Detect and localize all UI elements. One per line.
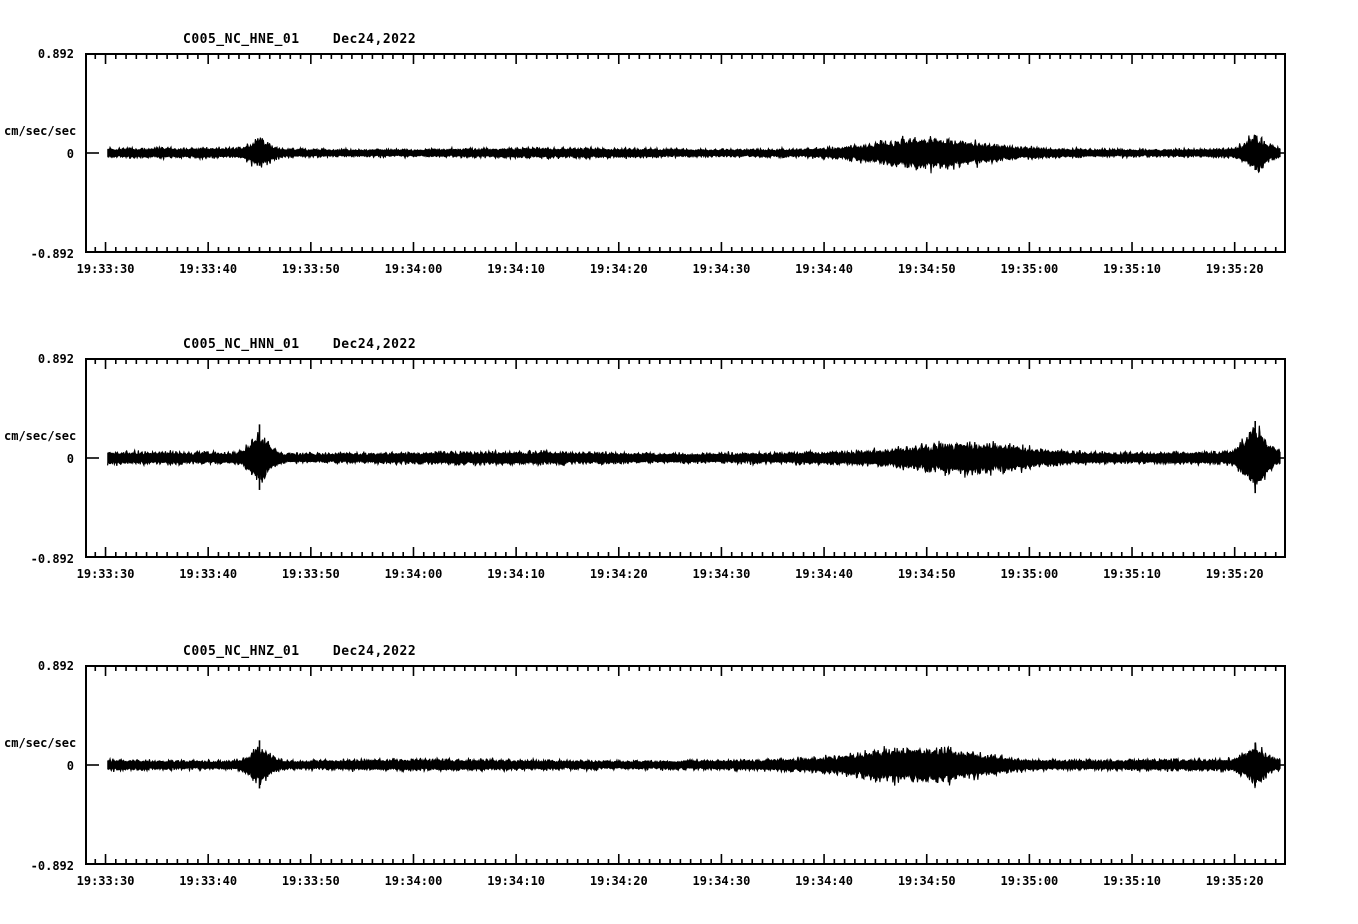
- waveform-panel-hnn: C005_NC_HNN_01 Dec24,2022 0.892 cm/sec/s…: [0, 305, 1358, 605]
- x-axis-tick-label: 19:34:10: [487, 567, 546, 581]
- x-axis-tick-label: 19:35:20: [1205, 874, 1264, 888]
- x-axis-tick-label: 19:35:10: [1103, 262, 1161, 276]
- y-axis-unit-label: cm/sec/sec: [4, 124, 77, 138]
- x-axis-tick-label: 19:35:00: [1000, 874, 1059, 888]
- y-axis-tick-zero: 0: [66, 147, 74, 161]
- x-axis-tick-label: 19:34:30: [692, 874, 751, 888]
- panel-title: C005_NC_HNE_01 Dec24,2022: [183, 32, 417, 47]
- x-axis-tick-label: 19:35:20: [1205, 262, 1264, 276]
- y-axis-tick-max: 0.892: [37, 47, 74, 61]
- y-axis-tick-min: -0.892: [30, 859, 74, 873]
- x-axis-tick-label: 19:33:50: [281, 874, 340, 888]
- x-axis-tick-label: 19:34:50: [897, 874, 956, 888]
- x-axis-tick-label: 19:34:10: [487, 874, 546, 888]
- x-axis-tick-label: 19:34:40: [795, 567, 853, 581]
- x-axis-tick-label: 19:35:10: [1103, 874, 1161, 888]
- x-axis-tick-label: 19:34:30: [692, 262, 751, 276]
- x-axis-tick-label: 19:34:20: [589, 262, 648, 276]
- x-axis-tick-label: 19:34:00: [384, 262, 443, 276]
- panel-title: C005_NC_HNN_01 Dec24,2022: [183, 337, 417, 352]
- x-axis-tick-label: 19:34:20: [589, 567, 648, 581]
- y-axis-tick-min: -0.892: [30, 247, 74, 261]
- axis-ticks: [85, 665, 1286, 865]
- axis-ticks: [85, 53, 1286, 253]
- x-axis-tick-label: 19:35:20: [1205, 567, 1264, 581]
- x-axis-tick-label: 19:33:30: [76, 262, 135, 276]
- axis-ticks: [85, 358, 1286, 558]
- y-axis-tick-min: -0.892: [30, 552, 74, 566]
- x-axis-tick-label: 19:34:00: [384, 874, 443, 888]
- x-axis-tick-label: 19:35:10: [1103, 567, 1161, 581]
- x-axis-tick-label: 19:34:20: [589, 874, 648, 888]
- x-axis-tick-label: 19:35:00: [1000, 567, 1059, 581]
- panel-title: C005_NC_HNZ_01 Dec24,2022: [183, 644, 417, 659]
- x-axis-tick-label: 19:33:40: [179, 262, 238, 276]
- waveform-panel-hne: C005_NC_HNE_01 Dec24,2022 0.892 cm/sec/s…: [0, 0, 1358, 300]
- x-axis-tick-label: 19:35:00: [1000, 262, 1059, 276]
- x-axis-tick-label: 19:33:50: [281, 567, 340, 581]
- x-axis-tick-label: 19:33:30: [76, 874, 135, 888]
- y-axis-unit-label: cm/sec/sec: [4, 429, 77, 443]
- y-axis-unit-label: cm/sec/sec: [4, 736, 77, 750]
- y-axis-tick-zero: 0: [66, 452, 74, 466]
- waveform-panel-hnz: C005_NC_HNZ_01 Dec24,2022 0.892 cm/sec/s…: [0, 612, 1358, 912]
- x-axis-tick-label: 19:34:10: [487, 262, 546, 276]
- y-axis-tick-zero: 0: [66, 759, 74, 773]
- x-axis-tick-label: 19:34:50: [897, 262, 956, 276]
- x-axis-tick-label: 19:34:40: [795, 874, 853, 888]
- x-axis-tick-label: 19:33:30: [76, 567, 135, 581]
- y-axis-tick-max: 0.892: [37, 659, 74, 673]
- x-axis-tick-label: 19:34:00: [384, 567, 443, 581]
- x-axis-tick-label: 19:33:40: [179, 874, 238, 888]
- x-axis-tick-label: 19:34:50: [897, 567, 956, 581]
- x-axis-tick-label: 19:33:40: [179, 567, 238, 581]
- y-axis-tick-max: 0.892: [37, 352, 74, 366]
- x-axis-tick-label: 19:34:40: [795, 262, 853, 276]
- x-axis-tick-label: 19:34:30: [692, 567, 751, 581]
- x-axis-tick-label: 19:33:50: [281, 262, 340, 276]
